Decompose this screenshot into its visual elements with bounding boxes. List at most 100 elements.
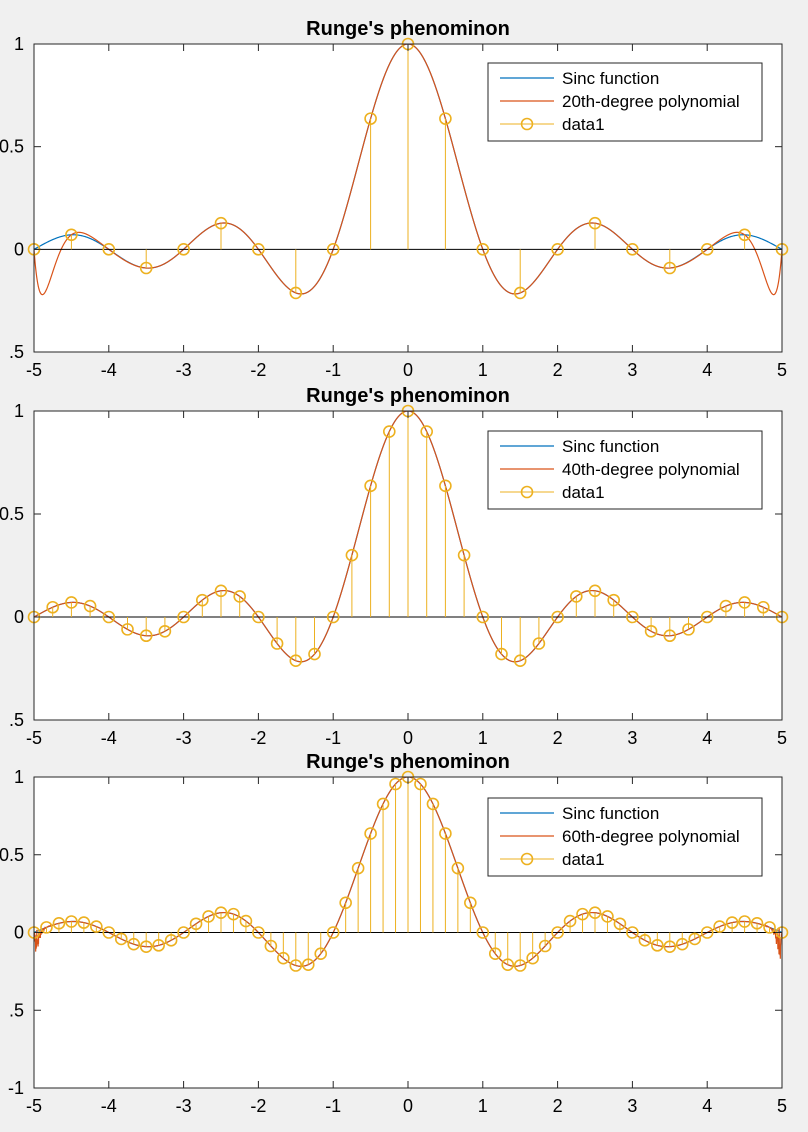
stem-marker [476, 926, 490, 939]
chart-title: Runge's phenominon [306, 18, 510, 40]
stem-marker [301, 958, 315, 971]
stem-marker [252, 610, 265, 624]
x-tick-label: -1 [325, 1096, 341, 1116]
legend-label: data1 [562, 483, 605, 502]
legend-box [487, 62, 763, 142]
stem-marker [177, 243, 190, 256]
stem-marker [65, 915, 78, 928]
stem-marker [389, 777, 402, 791]
stem-marker [476, 610, 490, 624]
legend-marker [520, 117, 534, 131]
legend-label: data1 [562, 115, 605, 134]
stem-marker [277, 951, 290, 965]
x-tick-label: 5 [777, 360, 787, 380]
stem-marker [513, 959, 527, 972]
stem-marker [532, 637, 546, 650]
stem-marker [158, 624, 172, 638]
legend-marker [520, 485, 534, 499]
legend-box [487, 797, 763, 877]
legend-label: Sinc function [562, 437, 659, 456]
stem-marker [439, 112, 452, 125]
x-tick-label: -5 [26, 1096, 42, 1116]
stem-marker [233, 590, 246, 603]
stem-marker [607, 593, 621, 607]
stem-marker [700, 243, 714, 256]
stem-marker [414, 777, 427, 791]
y-tick-label: .5 [9, 710, 24, 730]
polynomial-line [34, 44, 782, 296]
y-tick-label: .5 [9, 1000, 24, 1020]
stem-marker [196, 593, 209, 607]
stem-marker [239, 914, 253, 928]
stem-marker [700, 610, 714, 624]
y-tick-label: -1 [8, 1078, 24, 1098]
y-tick-label: 1 [14, 34, 24, 54]
legend: Sinc function 20th-degree polynomial data1 [487, 62, 763, 142]
stem-marker [308, 647, 321, 661]
x-tick-label: -1 [325, 728, 341, 748]
polynomial-line [34, 411, 782, 663]
stem-marker [52, 917, 66, 930]
stem-marker [139, 629, 153, 643]
stem-marker [663, 261, 677, 275]
x-tick-label: 5 [777, 728, 787, 748]
chart-title: Runge's phenominon [306, 751, 510, 773]
x-tick-label: 5 [777, 1096, 787, 1116]
stem-marker [227, 907, 240, 921]
stem-marker [588, 216, 602, 230]
stem-marker [439, 827, 452, 840]
stem-marker [626, 926, 639, 939]
stem-marker [501, 958, 515, 971]
stem-marker [551, 926, 564, 939]
legend-label: 40th-degree polynomial [562, 460, 740, 479]
stem-marker [345, 548, 359, 562]
stem-marker [83, 599, 97, 613]
stem-marker [538, 939, 552, 953]
stem-marker [588, 584, 602, 598]
stem-marker [488, 947, 502, 961]
stem-marker [177, 610, 190, 624]
stem-marker [763, 921, 776, 934]
stem-marker [601, 910, 614, 923]
stem-marker [65, 228, 78, 242]
stem-marker [364, 827, 377, 840]
x-tick-label: -1 [325, 360, 341, 380]
stem-marker [177, 926, 190, 939]
x-tick-label: 0 [403, 728, 413, 748]
x-tick-label: -2 [250, 360, 266, 380]
plot-area [34, 411, 782, 663]
x-tick-label: -2 [250, 728, 266, 748]
y-tick-label: 0.5 [0, 137, 24, 157]
x-tick-label: 4 [702, 728, 712, 748]
stem-marker [289, 286, 303, 300]
stem-marker [339, 896, 352, 910]
stem-marker [314, 947, 328, 961]
x-tick-label: -5 [26, 728, 42, 748]
y-tick-label: 0.5 [0, 845, 24, 865]
stem-marker [464, 896, 477, 910]
stem-marker [326, 243, 340, 256]
stem-marker [382, 425, 396, 438]
y-tick-label: 1 [14, 767, 24, 787]
x-tick-label: 0 [403, 360, 413, 380]
stem-marker [102, 926, 116, 939]
subplot-2: -5 -4 -3 -2 -1 0 1 2 3 4 5 .5 0 0.5 1 Runge's phenomino… [0, 385, 789, 748]
stem-marker [513, 654, 527, 668]
stem-marker [326, 926, 340, 939]
chart-title: Runge's phenominon [306, 385, 510, 407]
stem-marker [121, 623, 134, 636]
legend-box [487, 430, 763, 510]
y-tick-label: .5 [9, 342, 24, 362]
x-tick-label: -4 [101, 360, 117, 380]
x-tick-label: 2 [553, 1096, 563, 1116]
x-tick-label: -3 [176, 1096, 192, 1116]
x-tick-label: -4 [101, 1096, 117, 1116]
x-tick-label: 2 [553, 360, 563, 380]
legend-label: Sinc function [562, 69, 659, 88]
legend: Sinc function 40th-degree polynomial data1 [487, 430, 763, 510]
stem-marker [102, 610, 116, 624]
y-tick-label: 0.5 [0, 504, 24, 524]
stem-marker [252, 243, 265, 256]
stem-marker [439, 479, 452, 493]
stem-marker [738, 596, 751, 609]
